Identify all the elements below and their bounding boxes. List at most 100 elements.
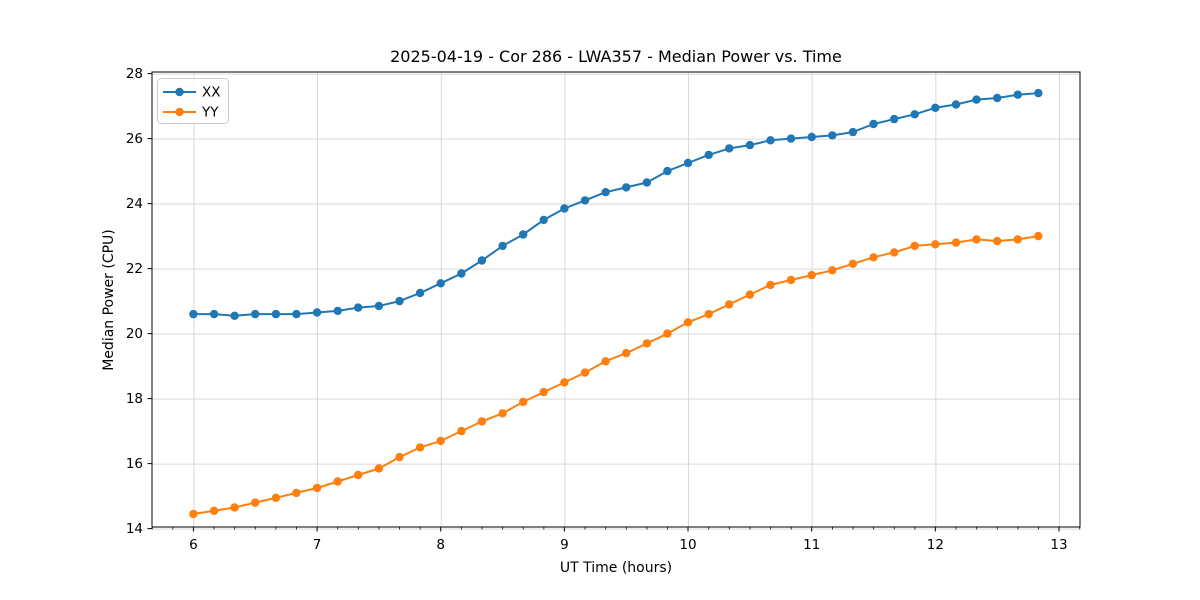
data-point xyxy=(251,309,260,319)
data-point xyxy=(189,509,198,519)
chart-title: 2025-04-19 - Cor 286 - LWA357 - Median P… xyxy=(390,47,842,66)
data-point xyxy=(580,196,590,205)
grid-lines xyxy=(152,72,1080,530)
data-point xyxy=(374,464,384,473)
data-point xyxy=(519,230,528,239)
x-tick-label: 11 xyxy=(803,537,820,553)
data-point xyxy=(725,144,734,153)
data-point xyxy=(333,477,342,486)
data-point xyxy=(436,279,445,288)
y-tick-label: 24 xyxy=(126,196,143,212)
data-point xyxy=(539,215,548,225)
legend-marker xyxy=(175,107,184,117)
data-point xyxy=(374,301,384,311)
data-point xyxy=(683,158,693,168)
data-point xyxy=(1013,90,1022,99)
series-XX xyxy=(189,88,1043,320)
data-point xyxy=(436,436,445,446)
data-point xyxy=(766,280,775,290)
data-point xyxy=(663,329,672,338)
data-point xyxy=(786,134,796,143)
legend-marker xyxy=(175,87,184,97)
data-point xyxy=(663,166,672,176)
series-YY xyxy=(189,231,1043,519)
data-point xyxy=(498,241,507,251)
x-tick-label: 10 xyxy=(679,537,696,553)
y-tick-label: 22 xyxy=(126,261,143,277)
data-point xyxy=(622,348,631,358)
data-point xyxy=(910,110,919,119)
y-tick-label: 28 xyxy=(126,66,143,82)
data-point xyxy=(869,253,878,262)
data-point xyxy=(457,426,466,436)
x-tick-label: 9 xyxy=(560,537,569,553)
data-point xyxy=(828,131,837,140)
data-point xyxy=(951,100,961,109)
x-axis-label: UT Time (hours) xyxy=(559,560,673,576)
data-point xyxy=(1034,88,1043,98)
data-point xyxy=(230,503,239,512)
data-point xyxy=(415,288,425,298)
data-point xyxy=(477,256,487,265)
y-axis-label: Median Power (CPU) xyxy=(101,229,117,371)
data-point xyxy=(786,275,796,285)
y-axis-ticks: 14 16 18 20 22 24 26 28 xyxy=(126,66,152,537)
data-point xyxy=(209,506,219,515)
data-point xyxy=(951,238,961,247)
data-point xyxy=(931,240,940,249)
data-point xyxy=(292,488,301,498)
data-point xyxy=(807,132,816,142)
x-tick-label: 7 xyxy=(313,537,322,553)
data-point xyxy=(972,95,981,104)
data-point xyxy=(519,397,528,407)
data-point xyxy=(993,236,1002,246)
data-point xyxy=(539,387,548,397)
data-point xyxy=(683,318,693,327)
data-point xyxy=(292,309,301,319)
data-point xyxy=(312,483,322,493)
data-point xyxy=(931,103,940,113)
data-point xyxy=(704,309,713,319)
data-point xyxy=(271,309,281,319)
data-point xyxy=(642,339,652,348)
data-point xyxy=(560,204,569,213)
data-point xyxy=(890,114,899,124)
data-point xyxy=(601,357,610,366)
legend: XX YY xyxy=(157,78,229,124)
data-point xyxy=(1013,235,1022,244)
legend-label: XX xyxy=(202,85,221,101)
data-point xyxy=(828,266,837,275)
series-line xyxy=(193,235,1039,515)
data-point xyxy=(848,127,858,137)
data-point xyxy=(642,178,652,187)
x-axis-ticks: 6 7 8 9 10 11 12 13 xyxy=(189,527,1068,553)
data-point xyxy=(704,150,713,160)
data-point xyxy=(869,119,878,129)
data-point xyxy=(745,290,755,299)
data-point xyxy=(415,443,425,452)
data-point xyxy=(457,269,466,278)
y-tick-label: 20 xyxy=(126,326,143,342)
data-point xyxy=(601,188,610,197)
data-point xyxy=(622,183,631,192)
data-point xyxy=(354,303,363,312)
data-point xyxy=(725,300,734,309)
data-point xyxy=(209,309,219,319)
y-tick-label: 16 xyxy=(126,456,143,472)
data-point xyxy=(993,93,1002,103)
x-tick-label: 13 xyxy=(1050,537,1067,553)
data-point xyxy=(230,311,239,320)
data-point xyxy=(333,306,342,316)
data-point xyxy=(766,136,775,145)
plot-frame xyxy=(151,71,1081,528)
data-point xyxy=(745,140,755,150)
data-point xyxy=(189,309,198,319)
y-tick-label: 18 xyxy=(126,391,143,407)
data-point xyxy=(972,235,981,244)
data-point xyxy=(271,493,281,502)
data-point xyxy=(354,470,363,480)
legend-label: YY xyxy=(201,105,219,121)
data-point xyxy=(395,296,404,306)
data-point xyxy=(395,452,404,462)
